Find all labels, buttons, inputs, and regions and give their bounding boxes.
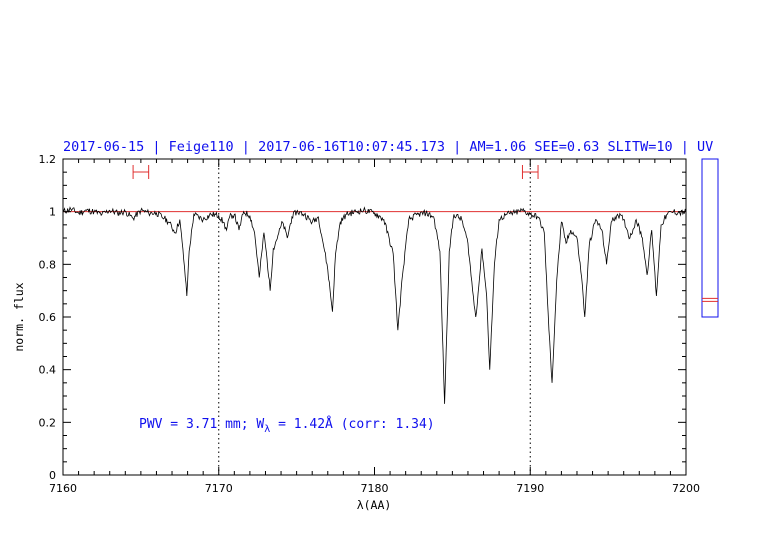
chart-title: 2017-06-15 | Feige110 | 2017-06-16T10:07…	[63, 139, 713, 155]
pwv-annotation: PWV = 3.71 mm; Wλ = 1.42Å (corr: 1.34)	[139, 416, 435, 435]
annotation-subscript: λ	[264, 424, 270, 435]
y-tick-label: 1	[49, 206, 56, 219]
y-tick-label: 1.2	[39, 153, 57, 166]
x-axis-label: λ(AA)	[357, 498, 392, 512]
y-tick-label: 0	[49, 469, 56, 482]
y-axis-label: norm. flux	[12, 282, 26, 351]
x-tick-label: 7200	[672, 482, 700, 495]
plot-area: 7160 7170 7180 7190 7200 0 0.2 0.4 0.6 0.8 1 1.2	[39, 153, 701, 495]
side-panel	[701, 158, 719, 318]
x-tick-label: 7160	[49, 482, 77, 495]
x-tick-label: 7180	[361, 482, 389, 495]
annotation-suffix: = 1.42Å (corr: 1.34)	[270, 416, 434, 432]
spectrum-line	[62, 206, 687, 404]
y-tick-label: 0.2	[39, 416, 57, 429]
y-tick-label: 0.4	[39, 364, 57, 377]
annotation-prefix: PWV = 3.71 mm; W	[139, 417, 264, 432]
y-tick-label: 0.6	[39, 311, 57, 324]
y-tick-label: 0.8	[39, 258, 57, 271]
x-tick-label: 7170	[205, 482, 233, 495]
side-panel-box	[701, 158, 719, 318]
x-tick-label: 7190	[516, 482, 544, 495]
